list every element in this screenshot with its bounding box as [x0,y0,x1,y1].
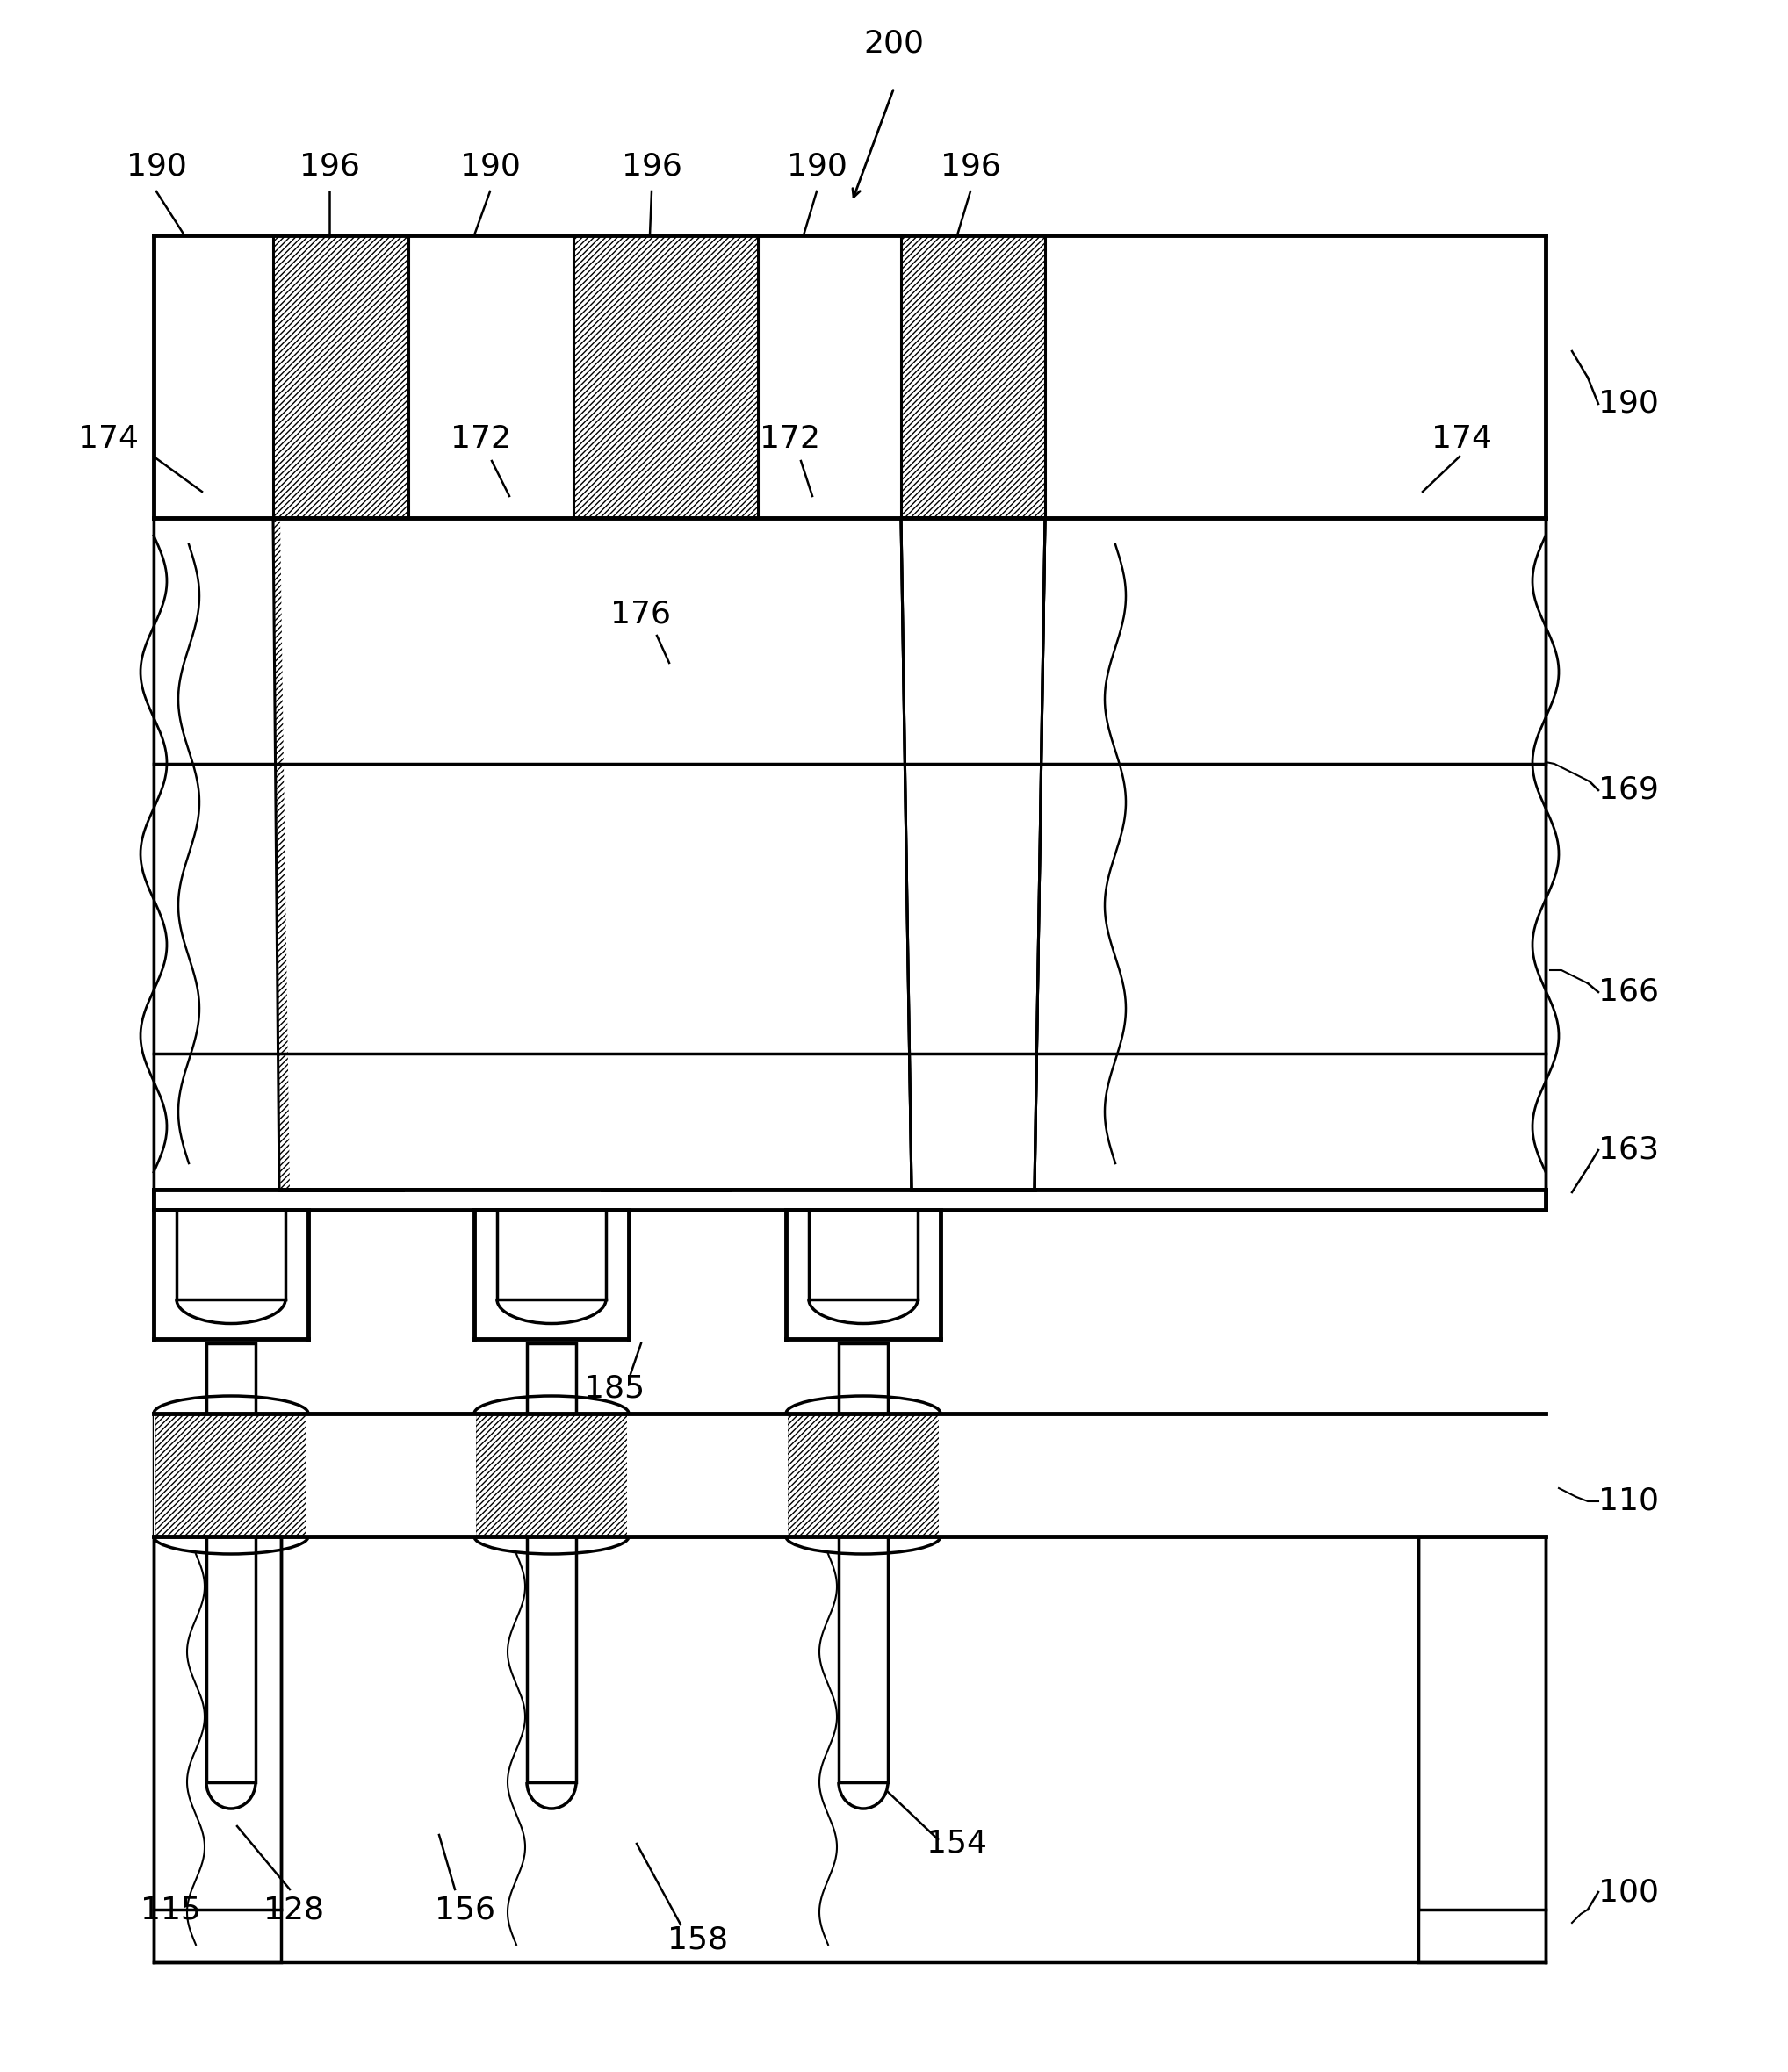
Text: 115: 115 [141,1894,202,1925]
Polygon shape [154,1210,308,1278]
Polygon shape [154,1537,281,1962]
Text: 169: 169 [1598,775,1659,806]
Polygon shape [606,1278,629,1339]
Polygon shape [574,236,758,518]
Text: 190: 190 [1598,390,1659,419]
Text: 174: 174 [79,425,139,454]
Polygon shape [760,236,899,516]
Polygon shape [274,236,408,518]
Polygon shape [899,518,1046,1191]
Polygon shape [1046,236,1543,516]
Text: 154: 154 [926,1830,987,1859]
Polygon shape [787,1413,940,1537]
Polygon shape [1025,518,1044,1189]
Text: 172: 172 [760,425,821,454]
Text: 190: 190 [127,151,186,182]
Polygon shape [474,1210,629,1278]
Text: 196: 196 [299,151,359,182]
Polygon shape [154,1299,308,1339]
Polygon shape [628,1413,789,1537]
Text: 190: 190 [460,151,520,182]
Polygon shape [409,236,572,516]
Polygon shape [574,518,758,1189]
Polygon shape [901,236,1044,518]
Polygon shape [1046,518,1543,1189]
Polygon shape [901,236,1044,516]
Text: 166: 166 [1598,978,1659,1007]
Text: 176: 176 [611,599,670,630]
Text: 163: 163 [1598,1135,1659,1164]
Text: 172: 172 [451,425,511,454]
Polygon shape [409,518,572,1189]
Text: 100: 100 [1598,1877,1659,1906]
Text: 196: 196 [940,151,1001,182]
Text: 156: 156 [434,1894,495,1925]
Polygon shape [810,1210,917,1299]
Polygon shape [177,1210,284,1299]
Polygon shape [719,518,1044,1189]
Polygon shape [154,1278,177,1339]
Polygon shape [527,1343,576,1782]
Polygon shape [272,518,409,1191]
Text: 110: 110 [1598,1486,1659,1517]
Polygon shape [306,1413,476,1537]
Polygon shape [787,1278,808,1339]
Polygon shape [154,1413,308,1537]
Text: 158: 158 [667,1925,728,1956]
Polygon shape [939,1413,1545,1537]
Polygon shape [787,1299,940,1339]
Polygon shape [581,518,912,1189]
Polygon shape [572,518,758,1191]
Polygon shape [281,518,912,1189]
Polygon shape [497,1210,604,1299]
Polygon shape [839,1343,889,1782]
Text: 200: 200 [864,29,924,58]
Text: 196: 196 [622,151,681,182]
Polygon shape [901,518,1044,1189]
Polygon shape [787,1210,940,1278]
Polygon shape [156,518,272,1189]
Polygon shape [154,236,1545,518]
Text: 174: 174 [1432,425,1491,454]
Polygon shape [392,518,1044,1189]
Polygon shape [574,236,758,516]
Polygon shape [154,1189,1545,1210]
Polygon shape [274,236,408,516]
Polygon shape [760,518,899,1189]
Polygon shape [901,518,923,1189]
Text: 128: 128 [265,1894,325,1925]
Polygon shape [1418,1537,1545,1962]
Text: 190: 190 [787,151,848,182]
Polygon shape [154,1189,1545,1210]
Polygon shape [154,518,1545,1189]
Text: 185: 185 [585,1374,645,1405]
Polygon shape [474,1299,629,1339]
Polygon shape [274,518,408,1189]
Polygon shape [206,1343,256,1782]
Polygon shape [156,236,272,516]
Polygon shape [474,1413,629,1537]
Polygon shape [286,1278,308,1339]
Polygon shape [474,1278,497,1339]
Polygon shape [917,1278,940,1339]
